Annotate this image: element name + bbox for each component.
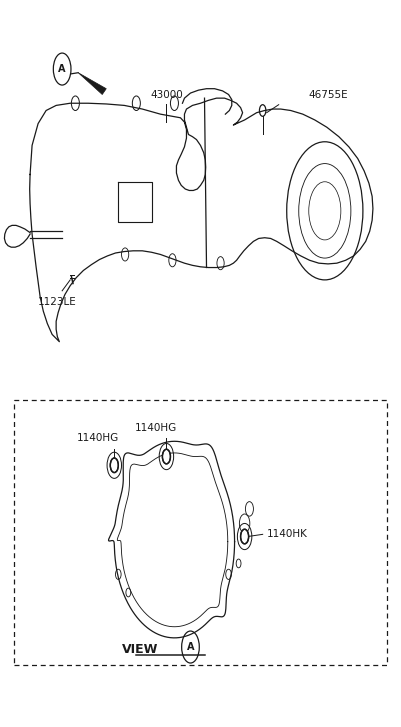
Text: VIEW: VIEW — [122, 643, 158, 656]
Text: 1140HG: 1140HG — [135, 422, 178, 433]
Bar — [14, 400, 387, 665]
Text: 46755E: 46755E — [309, 90, 348, 100]
Circle shape — [241, 529, 249, 544]
Text: 1140HK: 1140HK — [267, 529, 308, 539]
Text: 1140HG: 1140HG — [77, 433, 119, 443]
Text: 1123LE: 1123LE — [38, 297, 77, 307]
Polygon shape — [78, 73, 106, 95]
Circle shape — [162, 449, 170, 464]
Text: A: A — [59, 64, 66, 74]
Text: A: A — [187, 642, 194, 652]
Circle shape — [110, 458, 118, 473]
Text: 43000: 43000 — [150, 90, 183, 100]
